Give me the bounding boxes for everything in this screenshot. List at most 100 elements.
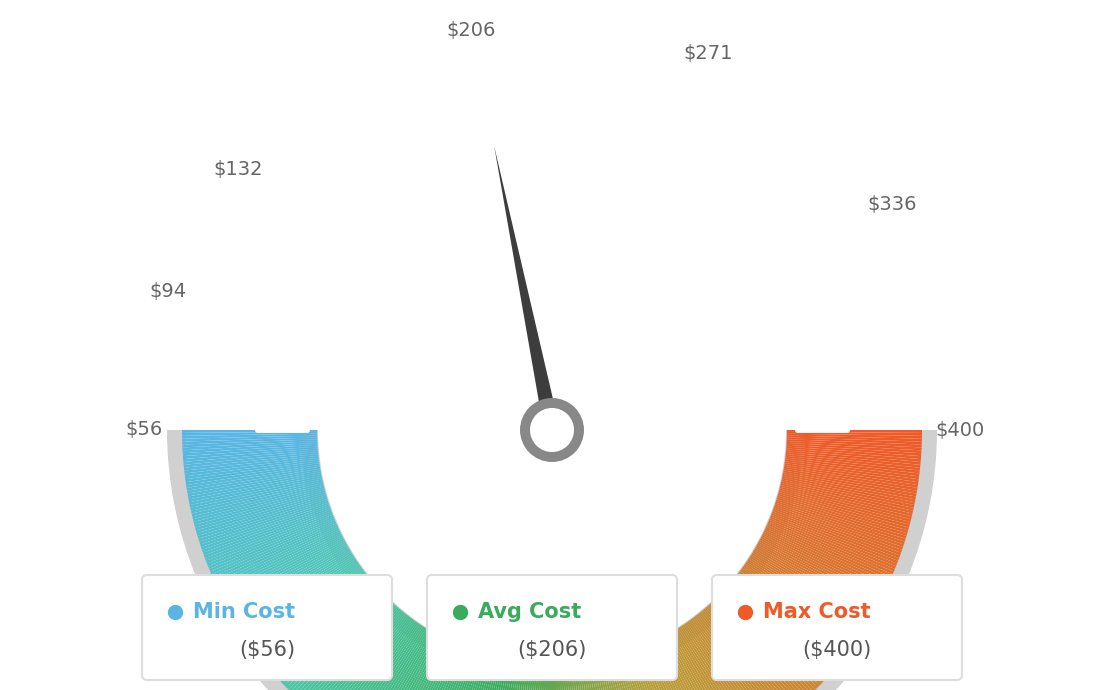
Wedge shape: [596, 660, 624, 690]
Wedge shape: [250, 565, 361, 645]
Wedge shape: [357, 629, 429, 690]
Wedge shape: [630, 651, 678, 690]
Wedge shape: [283, 591, 382, 685]
Wedge shape: [767, 523, 892, 580]
Wedge shape: [201, 504, 330, 550]
Wedge shape: [235, 551, 352, 623]
Wedge shape: [783, 474, 915, 502]
Wedge shape: [747, 559, 861, 635]
Wedge shape: [787, 440, 922, 447]
Wedge shape: [215, 526, 339, 585]
Wedge shape: [202, 506, 330, 553]
Wedge shape: [384, 640, 447, 690]
Wedge shape: [743, 565, 854, 645]
Text: $206: $206: [446, 21, 496, 40]
Wedge shape: [194, 490, 326, 528]
Wedge shape: [722, 591, 821, 685]
Wedge shape: [593, 661, 618, 690]
Wedge shape: [195, 492, 326, 531]
Wedge shape: [471, 660, 502, 690]
Wedge shape: [647, 644, 704, 690]
Wedge shape: [757, 543, 877, 611]
Wedge shape: [311, 609, 401, 690]
Wedge shape: [452, 656, 490, 690]
Wedge shape: [193, 489, 325, 525]
Wedge shape: [488, 662, 513, 690]
Wedge shape: [220, 533, 342, 595]
Wedge shape: [728, 585, 829, 677]
Wedge shape: [526, 664, 538, 690]
Wedge shape: [650, 642, 710, 690]
Text: ($206): ($206): [518, 640, 586, 660]
Circle shape: [530, 408, 574, 452]
Wedge shape: [506, 663, 524, 690]
Wedge shape: [571, 664, 584, 690]
Wedge shape: [183, 451, 318, 465]
Wedge shape: [778, 490, 910, 528]
Wedge shape: [247, 564, 360, 643]
Wedge shape: [771, 515, 898, 566]
Wedge shape: [443, 655, 485, 690]
Wedge shape: [240, 556, 354, 631]
Wedge shape: [199, 501, 329, 544]
Wedge shape: [574, 664, 590, 690]
Wedge shape: [197, 495, 327, 536]
Wedge shape: [288, 595, 385, 690]
Wedge shape: [657, 640, 720, 690]
Wedge shape: [694, 615, 778, 690]
FancyBboxPatch shape: [427, 575, 677, 680]
Wedge shape: [268, 581, 373, 670]
Wedge shape: [749, 558, 863, 633]
Wedge shape: [225, 540, 346, 606]
Wedge shape: [733, 578, 839, 666]
Wedge shape: [670, 632, 741, 690]
Wedge shape: [761, 537, 882, 600]
Text: Min Cost: Min Cost: [193, 602, 295, 622]
Wedge shape: [256, 571, 365, 655]
Wedge shape: [677, 629, 751, 690]
Wedge shape: [703, 609, 793, 690]
Wedge shape: [188, 472, 321, 500]
Wedge shape: [753, 550, 870, 621]
Wedge shape: [392, 642, 452, 690]
Wedge shape: [752, 551, 869, 623]
Wedge shape: [328, 617, 411, 690]
Wedge shape: [781, 481, 913, 513]
Wedge shape: [765, 526, 889, 585]
Wedge shape: [390, 641, 450, 690]
Wedge shape: [577, 663, 595, 690]
Wedge shape: [363, 632, 434, 690]
Wedge shape: [599, 660, 630, 690]
Wedge shape: [710, 602, 803, 690]
Wedge shape: [188, 471, 321, 497]
Wedge shape: [284, 592, 383, 687]
Wedge shape: [765, 529, 888, 588]
Wedge shape: [206, 515, 333, 566]
Wedge shape: [631, 651, 680, 690]
Wedge shape: [538, 665, 544, 690]
FancyBboxPatch shape: [712, 575, 962, 680]
Text: Avg Cost: Avg Cost: [478, 602, 581, 622]
Wedge shape: [754, 548, 872, 618]
Wedge shape: [560, 665, 566, 690]
Wedge shape: [332, 619, 414, 690]
Wedge shape: [549, 665, 552, 690]
Wedge shape: [480, 660, 508, 690]
Wedge shape: [784, 463, 919, 485]
Wedge shape: [628, 652, 675, 690]
Wedge shape: [730, 582, 834, 673]
Wedge shape: [302, 604, 395, 690]
Wedge shape: [187, 465, 320, 488]
Wedge shape: [736, 574, 845, 659]
Wedge shape: [191, 481, 323, 513]
Wedge shape: [779, 489, 911, 525]
Wedge shape: [699, 612, 786, 690]
Wedge shape: [708, 605, 799, 690]
Wedge shape: [183, 448, 318, 462]
Wedge shape: [532, 664, 541, 690]
Wedge shape: [776, 499, 905, 542]
Wedge shape: [495, 662, 517, 690]
Wedge shape: [326, 615, 410, 690]
Wedge shape: [323, 615, 408, 690]
Wedge shape: [752, 553, 868, 626]
